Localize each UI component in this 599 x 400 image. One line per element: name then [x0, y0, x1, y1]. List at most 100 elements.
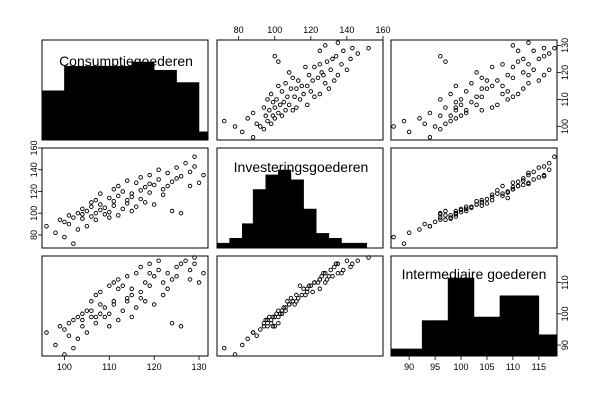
scatter-point — [290, 108, 296, 113]
scatter-point — [526, 80, 531, 86]
scatter-point — [138, 175, 143, 180]
scatter-point — [268, 317, 274, 323]
scatter-point — [66, 320, 72, 326]
scatter-point — [391, 124, 396, 129]
scatter-point — [261, 105, 267, 110]
scatter-point — [270, 113, 276, 118]
scatter-point — [160, 187, 166, 192]
diag-label-investeringsgoederen: Investeringsgoederen — [234, 159, 369, 175]
scatter-point — [324, 59, 330, 64]
scatter-point — [299, 292, 305, 298]
scatter-point — [463, 208, 469, 214]
histogram-bar — [64, 65, 88, 141]
scatter-point — [510, 94, 516, 100]
scatter-point — [401, 241, 407, 246]
scatter-point — [317, 48, 323, 54]
scatter-point — [66, 221, 72, 227]
scatter-point — [151, 274, 157, 279]
scatter-point — [489, 64, 495, 70]
histogram-bar — [525, 295, 540, 357]
scatter-point — [116, 183, 121, 189]
scatter-point — [174, 176, 179, 181]
scatter-point — [138, 289, 143, 295]
scatter-point — [283, 80, 288, 86]
scatter-point — [245, 116, 250, 121]
scatter-point — [474, 94, 479, 100]
scatter-point — [515, 179, 521, 184]
scatter-point — [93, 292, 99, 298]
scatter-point — [443, 208, 448, 214]
panel-2-1 — [216, 255, 384, 357]
scatter-point — [495, 188, 500, 193]
histogram-bar — [538, 334, 553, 357]
scatter-point — [75, 314, 81, 320]
scatter-point — [142, 184, 148, 190]
scatter-point — [138, 196, 143, 202]
scatter-point — [183, 258, 188, 263]
scatter-point — [310, 289, 315, 295]
scatter-point — [339, 62, 344, 67]
scatter-point — [317, 62, 323, 67]
scatter-point — [443, 121, 448, 127]
tick-label: 120 — [303, 25, 318, 35]
scatter-point — [438, 217, 443, 222]
scatter-point — [44, 330, 49, 335]
panel-0-2 — [390, 39, 558, 141]
scatter-point — [178, 261, 184, 267]
scatter-point — [183, 160, 188, 166]
scatter-point — [129, 286, 134, 292]
scatter-point — [333, 53, 339, 59]
scatter-point — [285, 94, 290, 100]
scatter-point — [505, 89, 510, 94]
scatter-point — [89, 308, 94, 313]
scatter-point — [453, 108, 459, 113]
scatter-point — [102, 314, 108, 320]
scatter-point — [510, 43, 516, 48]
scatter-point — [147, 181, 152, 187]
scatter-point — [526, 170, 531, 176]
scatter-point — [232, 124, 238, 129]
scatter-point — [276, 320, 281, 326]
scatter-point — [62, 219, 67, 225]
tick-label: 100 — [454, 362, 469, 372]
scatter-point — [495, 78, 500, 83]
scatter-point — [196, 280, 202, 285]
scatter-point — [160, 192, 166, 197]
scatter-point — [129, 208, 134, 214]
scatter-point — [443, 217, 448, 222]
scatter-point — [187, 169, 193, 175]
scatter-point — [312, 64, 317, 70]
scatter-point — [317, 91, 323, 97]
scatter-point — [272, 105, 277, 110]
scatter-point — [308, 89, 314, 94]
scatter-point — [44, 224, 49, 229]
scatter-point — [500, 91, 505, 97]
scatter-point — [151, 182, 157, 188]
scatter-point — [107, 324, 112, 329]
scatter-point — [147, 283, 152, 288]
scatter-point — [350, 45, 355, 51]
scatter-point — [288, 86, 294, 91]
panel-1-0 — [41, 147, 209, 249]
scatter-point — [406, 230, 412, 236]
scatter-point — [120, 206, 126, 212]
histogram-bar — [434, 320, 449, 357]
scatter-point — [366, 255, 371, 260]
scatter-point — [277, 102, 283, 108]
tick-label: 95 — [430, 362, 440, 372]
scatter-point — [254, 121, 259, 127]
scatter-point — [57, 324, 63, 329]
scatter-point — [541, 174, 547, 179]
scatter-point — [147, 261, 152, 267]
scatter-point — [75, 336, 81, 342]
scatter-point — [147, 172, 152, 178]
scatter-point — [521, 176, 526, 181]
scatter-point — [484, 201, 490, 206]
scatter-point — [283, 305, 288, 310]
scatter-point — [107, 209, 112, 215]
scatter-point — [479, 86, 485, 91]
scatter-point — [156, 267, 161, 273]
scatter-point — [521, 56, 526, 62]
scatter-point — [438, 126, 443, 132]
scatter-point — [323, 270, 328, 276]
